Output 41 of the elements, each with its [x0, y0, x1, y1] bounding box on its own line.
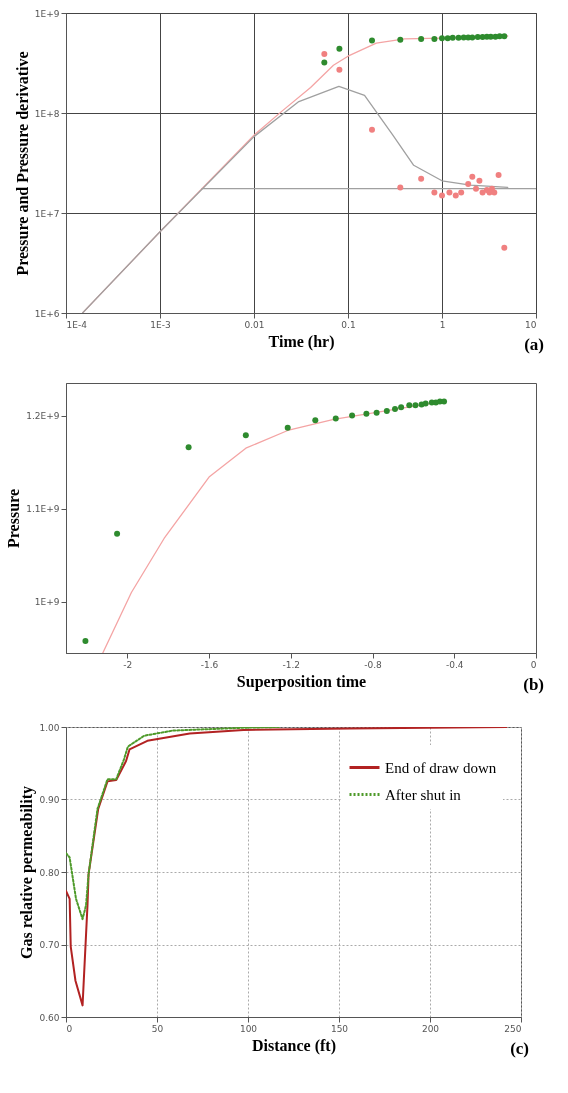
x-tick-label: 1E-3: [150, 319, 171, 330]
y-tick-label: 1.1E+9: [26, 504, 60, 515]
y-tick-label: 1E+6: [34, 308, 60, 319]
y-axis-title: Gas relative permeability: [18, 786, 37, 959]
x-tick-label: 50: [151, 1023, 164, 1034]
text: (a): [524, 335, 544, 354]
x-tick-label: 150: [330, 1023, 349, 1034]
x-tick-label: -2: [123, 659, 133, 670]
text: (b): [523, 675, 544, 694]
x-axis-title: Distance (ft): [252, 1036, 336, 1055]
x-tick-label: -0.8: [364, 659, 383, 670]
y-tick-label: 1E+7: [34, 208, 60, 219]
x-axis-title: Time (hr): [268, 332, 335, 351]
y-tick-label: 0.80: [39, 867, 60, 878]
legend-label: After shut in: [385, 786, 462, 803]
y-tick-label: 1E+9: [34, 597, 60, 608]
x-tick-label: 200: [421, 1023, 440, 1034]
x-axis-title: Superposition time: [236, 672, 367, 691]
text: (c): [510, 1039, 529, 1058]
y-tick-label: 1.2E+9: [26, 411, 60, 422]
x-tick-label: 250: [504, 1023, 522, 1034]
x-tick-label: 0.1: [341, 319, 356, 330]
x-tick-label: -1.6: [200, 659, 219, 670]
y-tick-label: 1.00: [39, 722, 60, 733]
y-tick-label: 0.60: [39, 1012, 60, 1023]
legend-label: End of draw down: [385, 759, 497, 776]
y-tick-label: 0.70: [39, 940, 60, 950]
y-tick-label: 1E+9: [34, 8, 60, 19]
x-tick-label: 0: [66, 1023, 73, 1034]
x-tick-label: -1.2: [282, 659, 301, 670]
x-tick-label: 1: [439, 319, 446, 330]
x-tick-label: 0: [530, 659, 537, 670]
x-tick-label: 1E-4: [66, 319, 88, 330]
y-tick-label: 1E+8: [34, 108, 60, 119]
y-axis-title: Pressure and Pressure derivative: [13, 51, 31, 276]
x-tick-label: 0.01: [244, 319, 265, 330]
y-axis-title: Pressure: [5, 489, 23, 548]
x-tick-label: 100: [239, 1023, 258, 1034]
x-tick-label: -0.4: [445, 659, 464, 670]
y-tick-label: 0.90: [39, 795, 60, 805]
x-tick-label: 10: [525, 319, 537, 330]
